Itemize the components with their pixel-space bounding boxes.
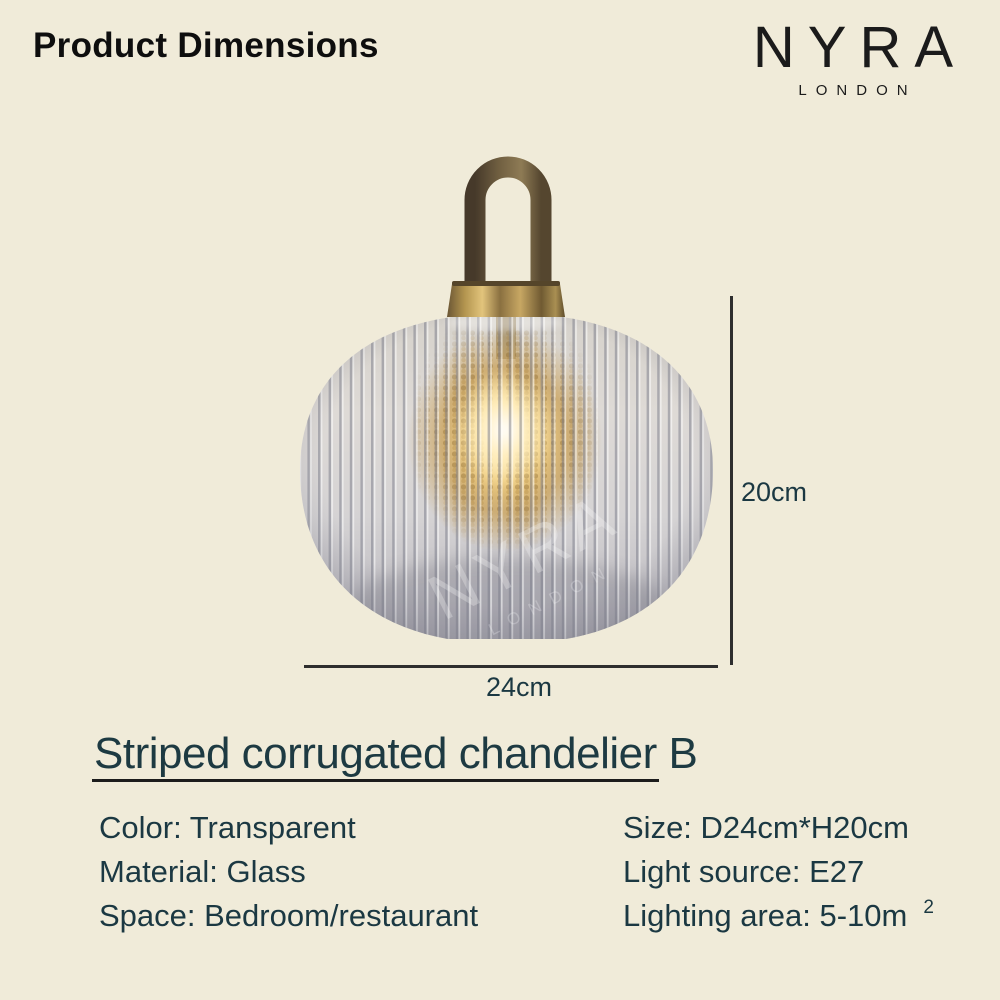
specs-left-column: Color: Transparent Material: Glass Space… <box>99 806 478 938</box>
spec-lighting-area-text: Lighting area: 5-10m <box>623 898 908 933</box>
lamp-collar <box>447 284 565 317</box>
lamp-handle <box>464 156 552 300</box>
spec-space: Space: Bedroom/restaurant <box>99 898 479 933</box>
specs-right-column: Size: D24cm*H20cm Light source: E27 Ligh… <box>623 806 934 943</box>
height-dimension-line <box>730 296 733 665</box>
brand-name: NYRA <box>752 15 967 80</box>
lamp-edge-shading <box>300 317 713 639</box>
height-label: 20cm <box>741 477 808 507</box>
spec-color: Color: Transparent <box>99 810 356 845</box>
spec-lighting-area: Lighting area: 5-10m 2 <box>623 894 934 943</box>
brand-logo: NYRA LONDON <box>728 17 978 99</box>
brand-subtitle: LONDON <box>798 81 917 99</box>
spec-lighting-area-superscript: 2 <box>923 897 934 918</box>
spec-size: Size: D24cm*H20cm <box>623 810 909 845</box>
width-dimension-line <box>304 665 718 668</box>
chandelier-image: NYRA LONDON <box>300 156 713 639</box>
lamp-collar-top-edge <box>452 281 560 286</box>
lamp-shoulder-highlight <box>447 317 563 331</box>
width-label: 24cm <box>486 672 553 702</box>
product-title: Striped corrugated chandelier B <box>94 729 698 778</box>
spec-light-source: Light source: E27 <box>623 854 865 889</box>
title-underline <box>92 779 659 782</box>
spec-material: Material: Glass <box>99 854 306 889</box>
page-title: Product Dimensions <box>33 26 379 65</box>
